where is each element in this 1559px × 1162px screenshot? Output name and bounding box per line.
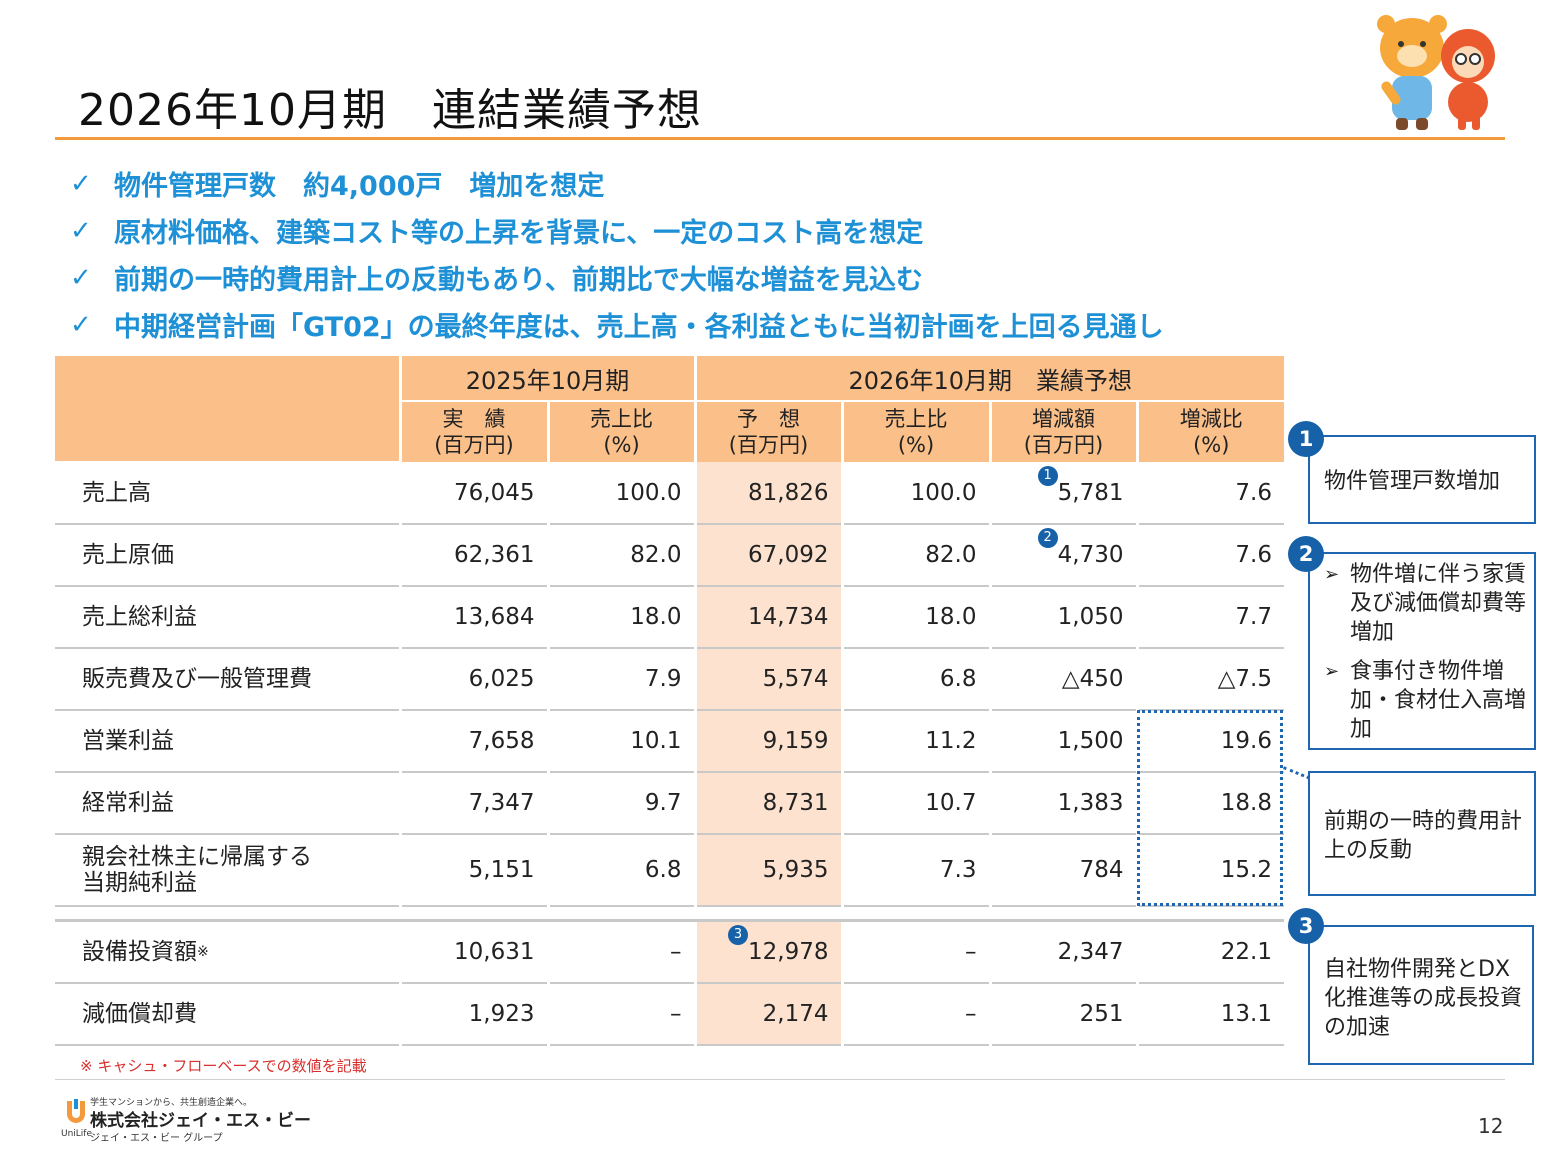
check-icon: ✓ bbox=[70, 215, 92, 246]
page-number: 12 bbox=[1478, 1114, 1504, 1138]
forecast-table: 2025年10月期 2026年10月期 業績予想 実 績 (百万円) 売上比 (%)… bbox=[55, 356, 1284, 1046]
mascot-illustration bbox=[1377, 15, 1495, 130]
header-blank bbox=[55, 356, 400, 463]
highlight-connector bbox=[1281, 766, 1311, 783]
highlight-dotted-box bbox=[1137, 710, 1283, 906]
footer-divider bbox=[55, 1079, 1505, 1080]
callout-3: 自社物件開発とDX化推進等の成長投資の加速 bbox=[1308, 925, 1534, 1065]
callout-badge-1: 1 bbox=[1288, 421, 1324, 457]
table-row: 経常利益 7,347 9.7 8,731 10.7 1,383 18.8 bbox=[55, 772, 1284, 835]
col-header-actual-ratio: 売上比 (%) bbox=[546, 401, 695, 462]
callout-2: 物件増に伴う家賃及び減価償却費等増加 食事付き物件増加・食材仕入高増加 bbox=[1308, 552, 1536, 750]
header-fy2025: 2025年10月期 bbox=[398, 356, 695, 402]
key-point: ✓ 中期経営計画「GT02」の最終年度は、売上高・各利益ともに当初計画を上回る見通… bbox=[70, 309, 1164, 344]
col-header-change-pct: 増減比 (%) bbox=[1135, 401, 1284, 462]
check-icon: ✓ bbox=[70, 309, 92, 340]
callout-2-item: 物件増に伴う家賃及び減価償却費等増加 bbox=[1324, 560, 1526, 647]
company-logo: 学生マンションから、共生創造企業へ。 株式会社ジェイ・エス・ビー UniLife… bbox=[61, 1098, 311, 1144]
table-row: 売上高 76,045 100.0 81,826 100.0 1 5,781 7.6 bbox=[55, 462, 1284, 525]
table-separator bbox=[55, 906, 1284, 922]
callout-badge-3: 3 bbox=[1288, 908, 1324, 944]
callout-1: 物件管理戸数増加 bbox=[1308, 435, 1536, 524]
check-icon: ✓ bbox=[70, 168, 92, 199]
key-point: ✓ 前期の一時的費用計上の反動もあり、前期比で大幅な増益を見込む bbox=[70, 262, 923, 297]
table-row: 売上総利益 13,684 18.0 14,734 18.0 1,050 7.7 bbox=[55, 586, 1284, 649]
marker-badge: 3 bbox=[728, 925, 749, 945]
title-divider bbox=[55, 137, 1505, 140]
header-fy2026: 2026年10月期 業績予想 bbox=[693, 356, 1284, 402]
table-row: 減価償却費 1,923 – 2,174 – 251 13.1 bbox=[55, 983, 1284, 1046]
key-point: ✓ 物件管理戸数 約4,000戸 増加を想定 bbox=[70, 168, 605, 203]
table-row: 親会社株主に帰属する 当期純利益 5,151 6.8 5,935 7.3 784 … bbox=[55, 834, 1284, 907]
check-icon: ✓ bbox=[70, 262, 92, 293]
col-header-forecast: 予 想 (百万円) bbox=[693, 401, 842, 462]
callout-badge-2: 2 bbox=[1288, 536, 1324, 572]
table-row: 営業利益 7,658 10.1 9,159 11.2 1,500 19.6 bbox=[55, 710, 1284, 773]
callout-mid: 前期の一時的費用計上の反動 bbox=[1308, 771, 1536, 896]
table-row: 設備投資額※ 10,631 – 3 12,978 – 2,347 22.1 bbox=[55, 920, 1284, 984]
footnote: ※ キャシュ・フローベースでの数値を記載 bbox=[80, 1057, 367, 1075]
key-points-list: ✓ 物件管理戸数 約4,000戸 増加を想定 ✓ 原材料価格、建築コスト等の上昇を背… bbox=[70, 160, 1310, 348]
marker-badge: 2 bbox=[1037, 528, 1058, 548]
unilife-logo-icon bbox=[67, 1099, 85, 1123]
table-row: 売上原価 62,361 82.0 67,092 82.0 2 4,730 7.6 bbox=[55, 524, 1284, 587]
col-header-forecast-ratio: 売上比 (%) bbox=[840, 401, 990, 462]
callout-2-item: 食事付き物件増加・食材仕入高増加 bbox=[1324, 657, 1526, 744]
col-header-actual: 実 績 (百万円) bbox=[398, 401, 548, 462]
col-header-change: 増減額 (百万円) bbox=[988, 401, 1137, 462]
page-title: 2026年10月期 連結業績予想 bbox=[78, 85, 702, 136]
key-point: ✓ 原材料価格、建築コスト等の上昇を背景に、一定のコスト高を想定 bbox=[70, 215, 924, 250]
marker-badge: 1 bbox=[1037, 465, 1058, 486]
table-row: 販売費及び一般管理費 6,025 7.9 5,574 6.8 △450 △7.5 bbox=[55, 648, 1284, 711]
